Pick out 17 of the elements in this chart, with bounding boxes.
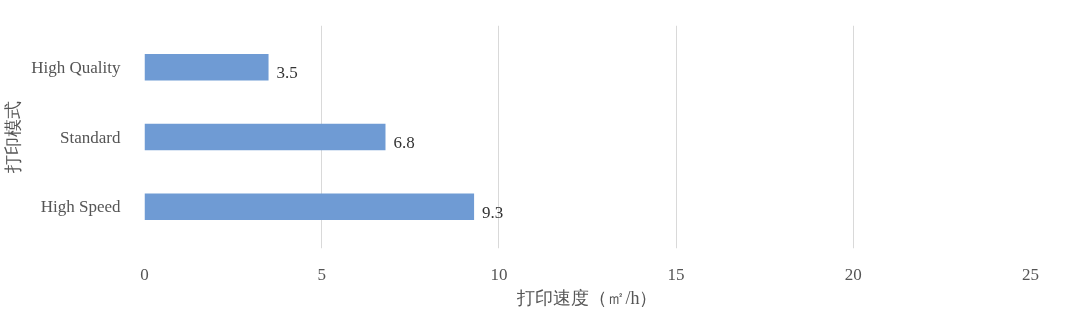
data-label: 3.5 (276, 63, 298, 83)
y-tick-label: High Speed (40, 197, 121, 217)
data-label: 6.8 (393, 133, 415, 152)
y-tick-label: Standard (60, 127, 121, 147)
x-tick-label: 5 (317, 264, 326, 284)
x-tick-label: 15 (667, 264, 685, 284)
x-tick-label: 0 (140, 264, 149, 284)
x-tick-label: 25 (1022, 264, 1039, 284)
x-tick-label: 10 (490, 264, 508, 284)
y-tick-label: High Quality (31, 57, 121, 77)
x-tick-label: 20 (844, 264, 862, 284)
data-label: 9.3 (482, 202, 504, 222)
x-axis-title: 打印速度（㎡/h） (516, 287, 658, 308)
bar (144, 193, 475, 220)
y-axis-title: 打印模式 (3, 101, 24, 174)
bar (144, 123, 386, 151)
bar (144, 54, 269, 81)
